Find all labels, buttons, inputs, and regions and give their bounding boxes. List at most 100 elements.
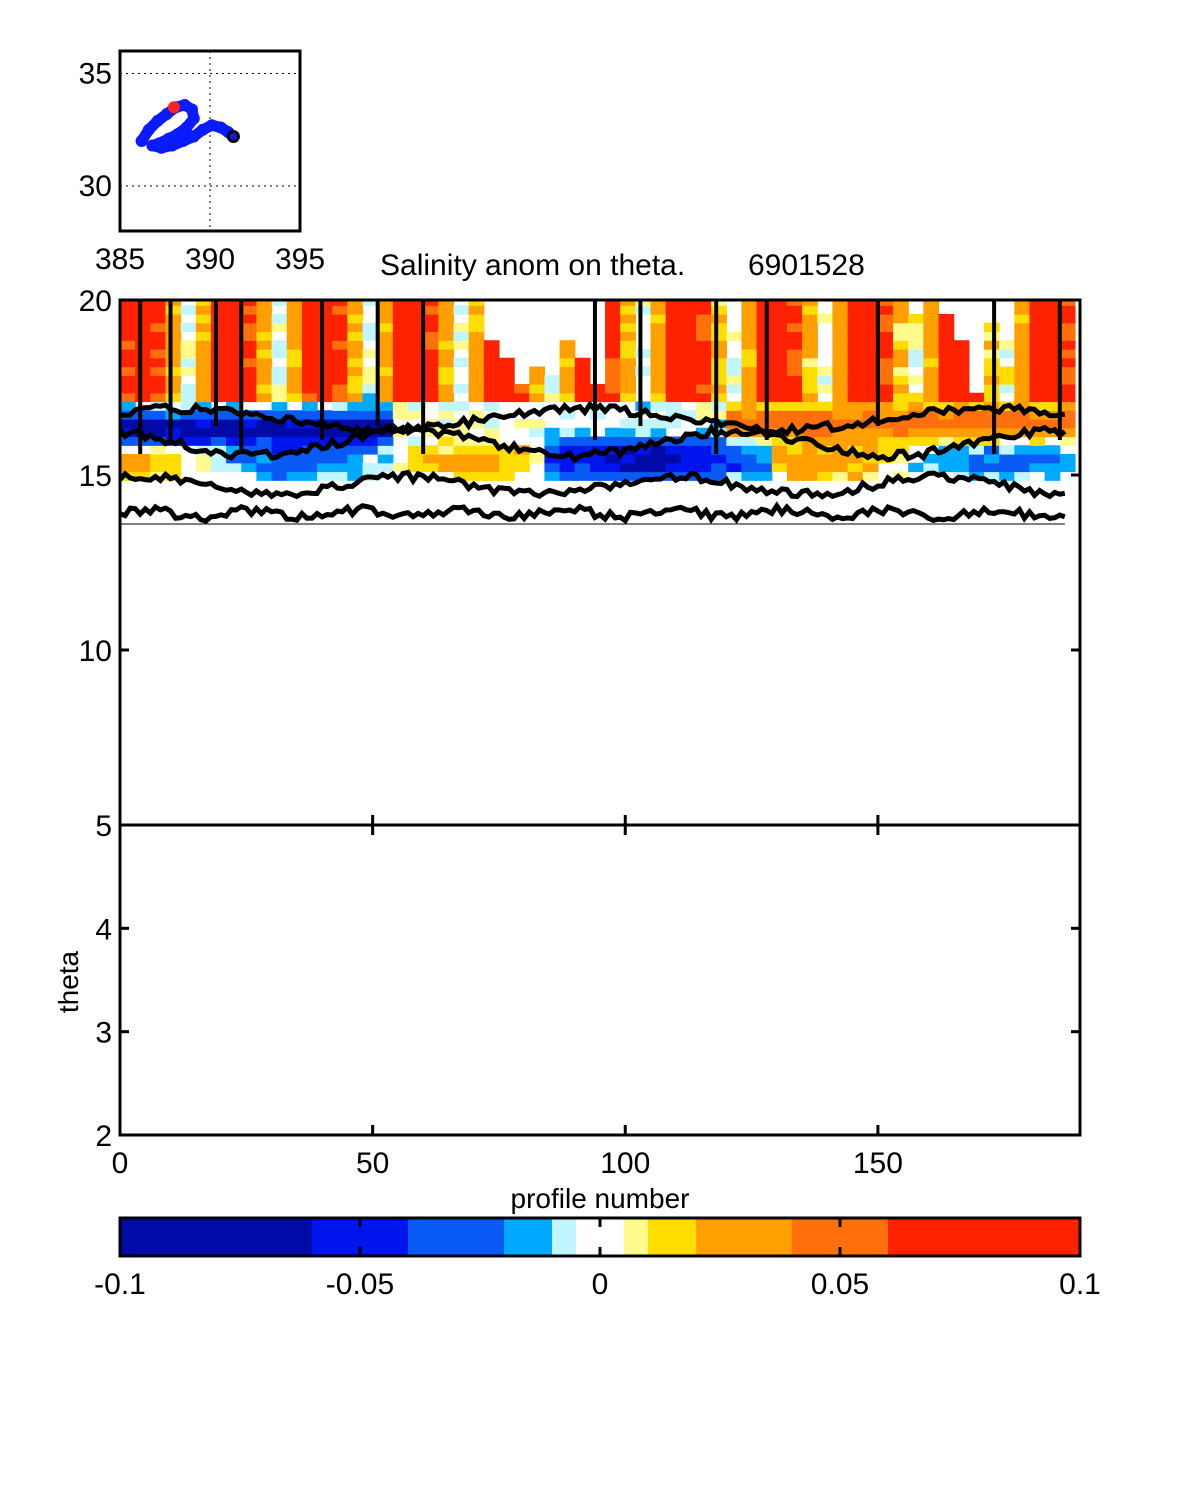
anomaly-cell (771, 322, 788, 333)
anomaly-cell (377, 349, 394, 359)
anomaly-cell (938, 314, 955, 324)
anomaly-cell (620, 384, 636, 394)
anomaly-cell (862, 392, 879, 403)
anomaly-cell (301, 384, 318, 394)
anomaly-cell (317, 305, 333, 315)
anomaly-cell (195, 300, 212, 306)
anomaly-cell (771, 375, 788, 385)
track-start-point (168, 101, 180, 114)
anomaly-cell (347, 300, 364, 306)
anomaly-cell (165, 322, 182, 333)
anomaly-cell (120, 436, 136, 446)
anomaly-cell (696, 392, 712, 403)
anomaly-cell (665, 357, 682, 368)
anomaly-cell (438, 410, 455, 420)
anomaly-cell (1029, 384, 1046, 394)
anomaly-cell (832, 375, 849, 385)
anomaly-cell (862, 410, 879, 420)
anomaly-cell (150, 322, 167, 333)
anomaly-cell (832, 300, 849, 306)
anomaly-cell (226, 392, 242, 403)
anomaly-cell (392, 392, 409, 403)
anomaly-cell (498, 366, 515, 376)
anomaly-cell (377, 436, 394, 446)
anomaly-cell (741, 349, 758, 359)
anomaly-cell (1014, 349, 1031, 359)
anomaly-cell (377, 401, 394, 411)
anomaly-cell (893, 357, 909, 368)
anomaly-cell (438, 384, 455, 394)
anomaly-cell (741, 305, 758, 315)
anomaly-cell (893, 454, 909, 464)
anomaly-cell (301, 454, 318, 464)
anomaly-cell (377, 462, 394, 473)
anomaly-cell (332, 392, 348, 403)
anomaly-cell (483, 340, 500, 350)
anomaly-cell (453, 445, 470, 455)
anomaly-cell (423, 454, 439, 464)
anomaly-cell (362, 384, 379, 394)
anomaly-cell (756, 366, 773, 376)
anomaly-cell (635, 436, 652, 446)
anomaly-cell (347, 410, 364, 420)
anomaly-cell (438, 322, 455, 333)
anomaly-cell (165, 454, 182, 464)
anomaly-cell (711, 349, 727, 359)
anomaly-cell (438, 349, 455, 359)
anomaly-cell (241, 384, 258, 394)
anomaly-cell (392, 366, 409, 376)
anomaly-cell (271, 384, 288, 394)
anomaly-cell (786, 471, 803, 481)
anomaly-cell (377, 314, 394, 324)
anomaly-cell (362, 366, 379, 376)
anomaly-cell (195, 375, 212, 385)
anomaly-cell (938, 436, 955, 446)
anomaly-cell (650, 314, 667, 324)
anomaly-cell (999, 366, 1015, 376)
anomaly-cell (893, 392, 909, 403)
anomaly-cell (953, 462, 970, 473)
colorbar-segment (624, 1218, 648, 1256)
anomaly-cell (362, 436, 379, 446)
anomaly-cell (195, 314, 212, 324)
anomaly-cell (938, 375, 955, 385)
anomaly-cell (786, 322, 803, 333)
anomaly-cell (650, 392, 667, 403)
anomaly-cell (711, 401, 727, 411)
anomaly-cell (696, 471, 712, 481)
anomaly-cell (392, 340, 409, 350)
anomaly-cell (1029, 366, 1046, 376)
anomaly-cell (271, 445, 288, 455)
anomaly-cell (317, 384, 333, 394)
anomaly-cell (741, 445, 758, 455)
anomaly-cell (953, 436, 970, 446)
anomaly-cell (741, 314, 758, 324)
anomaly-cell (438, 445, 455, 455)
anomaly-cell (150, 375, 167, 385)
anomaly-cell (438, 305, 455, 315)
anomaly-cell (771, 410, 788, 420)
anomaly-cell (786, 392, 803, 403)
anomaly-cell (317, 392, 333, 403)
anomaly-cell (180, 305, 197, 315)
colorbar-segments (120, 1218, 1080, 1256)
anomaly-cell (423, 331, 439, 341)
anomaly-cell (332, 322, 348, 333)
anomaly-cell (635, 305, 652, 315)
anomaly-cell (968, 454, 985, 464)
anomaly-cell (650, 419, 667, 429)
anomaly-cell (711, 300, 727, 306)
anomaly-cell (680, 436, 697, 446)
anomaly-cell (877, 436, 894, 446)
anomaly-cell (711, 366, 727, 376)
anomaly-cell (120, 305, 136, 315)
anomaly-cell (953, 375, 970, 385)
anomaly-cell (650, 462, 667, 473)
anomaly-cell (923, 419, 940, 429)
anomaly-cell (347, 375, 364, 385)
anomaly-cell (392, 305, 409, 315)
anomaly-cell (1014, 366, 1031, 376)
anomaly-cell (120, 401, 136, 411)
anomaly-cell (286, 375, 303, 385)
anomaly-cell (893, 427, 909, 438)
